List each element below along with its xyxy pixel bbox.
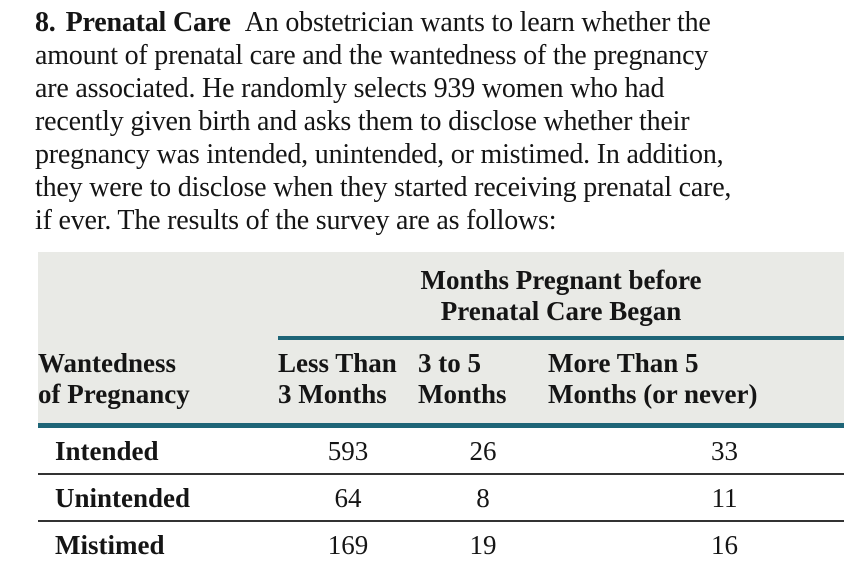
spanning-header: Months Pregnant before Prenatal Care Beg…: [278, 252, 845, 340]
column-header-line1: Less Than: [278, 348, 397, 378]
data-cell: 26: [418, 425, 548, 475]
problem-text-line: they were to disclose when they started …: [35, 172, 732, 203]
problem-text-line: pregnancy was intended, unintended, or m…: [35, 139, 724, 170]
data-cell: 11: [548, 474, 845, 522]
corner-cell: [38, 252, 278, 338]
data-cell: 19: [418, 521, 548, 566]
data-cell: 16: [548, 521, 845, 566]
table-row-unintended: Unintended 64 8 11: [38, 474, 845, 522]
column-header-line2: Months: [418, 379, 507, 409]
spanner-row: Months Pregnant before Prenatal Care Beg…: [38, 252, 845, 340]
column-header-line1: 3 to 5: [418, 348, 481, 378]
problem-statement: 8. Prenatal Care An obstetrician wants to …: [35, 6, 840, 237]
survey-table: Months Pregnant before Prenatal Care Beg…: [38, 252, 845, 566]
problem-text-line: recently given birth and asks them to di…: [35, 106, 690, 137]
data-cell: 64: [278, 474, 418, 522]
column-header-more-than-5: More Than 5 Months (or never): [548, 338, 845, 428]
row-header-line1: Wantedness: [38, 348, 177, 378]
problem-text-line: amount of prenatal care and the wantedne…: [35, 40, 709, 71]
row-label: Unintended: [38, 474, 278, 522]
data-cell: 169: [278, 521, 418, 566]
column-header-3-to-5: 3 to 5 Months: [418, 338, 548, 428]
column-header-line2: 3 Months: [278, 379, 387, 409]
data-cell: 593: [278, 425, 418, 475]
column-header-line2: Months (or never): [548, 379, 758, 409]
table-row-mistimed: Mistimed 169 19 16: [38, 521, 845, 566]
row-label: Mistimed: [38, 521, 278, 566]
column-header-row: Wantedness of Pregnancy Less Than 3 Mont…: [38, 338, 845, 428]
row-label: Intended: [38, 425, 278, 475]
survey-table-container: Months Pregnant before Prenatal Care Beg…: [38, 252, 845, 566]
data-cell: 33: [548, 425, 845, 475]
row-header-line2: of Pregnancy: [38, 379, 190, 409]
spanning-header-line2: Prenatal Care Began: [440, 296, 682, 326]
data-cell: 8: [418, 474, 548, 522]
problem-text: An obstetrician wants to learn whether t…: [244, 7, 711, 38]
spanning-header-line1: Months Pregnant before: [420, 265, 702, 295]
table-row-intended: Intended 593 26 33: [38, 425, 845, 475]
problem-text-line: are associated. He randomly selects 939 …: [35, 73, 665, 104]
problem-number: 8.: [35, 7, 56, 38]
problem-text-line: 8. Prenatal Care An obstetrician wants to …: [35, 6, 840, 39]
column-header-less-than-3: Less Than 3 Months: [278, 338, 418, 428]
problem-title: Prenatal Care: [65, 7, 231, 38]
row-header-title: Wantedness of Pregnancy: [38, 338, 278, 428]
problem-text-line: if ever. The results of the survey are a…: [35, 205, 557, 236]
column-header-line1: More Than 5: [548, 348, 699, 378]
